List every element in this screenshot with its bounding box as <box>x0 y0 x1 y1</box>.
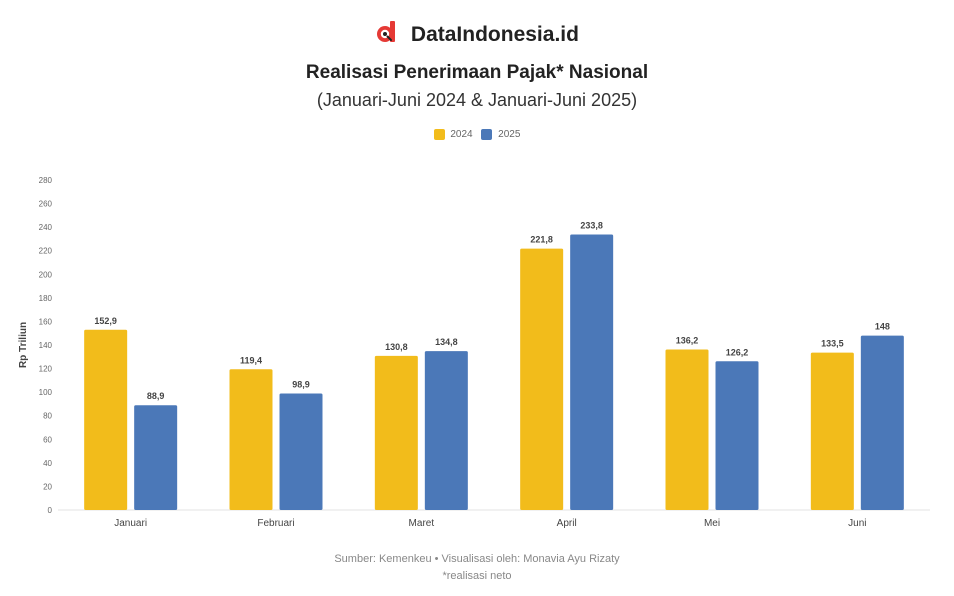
bar-2025 <box>715 361 759 510</box>
y-tick-label: 80 <box>43 412 52 421</box>
legend-swatch-2025 <box>481 129 493 140</box>
data-label-2024: 152,9 <box>94 316 117 326</box>
bar-2025 <box>424 351 468 510</box>
x-tick-label: Mei <box>704 518 720 529</box>
data-label-2025: 233,8 <box>580 220 603 230</box>
legend-label-2025: 2025 <box>498 129 521 140</box>
y-tick-label: 160 <box>39 317 53 326</box>
bars: 152,9 88,9 119,4 98,9 130,8 134,8 221,8 233,8 13… <box>84 220 904 510</box>
data-label-2025: 88,9 <box>147 391 165 401</box>
y-tick-label: 140 <box>39 341 53 350</box>
bar-2024 <box>810 352 854 510</box>
data-label-2024: 221,8 <box>530 235 553 245</box>
chart-subtitle: (Januari-Juni 2024 & Januari-Juni 2025) <box>316 90 638 110</box>
source-credit: Sumber: Kemenkeu • Visualisasi oleh: Mon… <box>334 553 620 565</box>
y-tick-label: 120 <box>39 365 53 374</box>
bar-2025 <box>570 234 614 510</box>
brand-name: DataIndonesia.id <box>410 23 579 46</box>
footnote: *realisasi neto <box>442 570 512 582</box>
bar-2024 <box>84 329 128 510</box>
data-label-2025: 134,8 <box>435 337 458 347</box>
y-tick-label: 200 <box>39 270 53 279</box>
data-label-2025: 148 <box>875 322 890 332</box>
y-tick-label: 240 <box>39 223 53 232</box>
x-tick-label: Juni <box>848 518 866 529</box>
bar-2024 <box>520 248 564 510</box>
chart-legend: 2024 2025 <box>0 129 954 140</box>
x-tick-label: Maret <box>409 518 435 529</box>
bar-2025 <box>134 405 178 510</box>
bar-2024 <box>374 355 418 510</box>
data-label-2025: 126,2 <box>726 347 749 357</box>
data-label-2024: 119,4 <box>240 355 262 365</box>
y-tick-label: 40 <box>43 459 52 468</box>
y-tick-label: 220 <box>39 247 53 256</box>
legend-item-2024: 2024 <box>433 129 473 140</box>
y-axis: 0 20 40 60 80 100 120 140 160 180 200 220 240 260 280 <box>39 176 53 515</box>
x-axis: Januari Februari Maret April Mei Juni <box>114 518 866 529</box>
data-label-2024: 136,2 <box>676 335 699 345</box>
y-tick-label: 100 <box>39 388 53 397</box>
y-axis-label: Rp Triliun <box>18 322 29 368</box>
bar-2025 <box>860 335 904 510</box>
y-tick-label: 260 <box>39 200 53 209</box>
legend-swatch-2024 <box>433 129 445 140</box>
y-tick-label: 180 <box>39 294 53 303</box>
bar-chart: 020406080100120140160180200220240260280 … <box>18 176 930 529</box>
x-tick-label: Februari <box>257 518 294 529</box>
y-tick-label: 0 <box>48 506 53 515</box>
legend-label-2024: 2024 <box>450 129 473 140</box>
y-tick-label: 20 <box>43 482 52 491</box>
chart-title: Realisasi Penerimaan Pajak* Nasional <box>305 62 649 83</box>
bar-2025 <box>279 393 323 510</box>
data-label-2024: 130,8 <box>385 342 408 352</box>
bar-2024 <box>665 349 709 510</box>
brand: DataIndonesia.id <box>0 20 954 50</box>
x-tick-label: April <box>557 518 577 529</box>
y-tick-label: 60 <box>43 435 52 444</box>
x-tick-label: Januari <box>114 518 147 529</box>
dataindonesia-logo-icon <box>375 20 397 50</box>
data-label-2024: 133,5 <box>821 339 844 349</box>
legend-item-2025: 2025 <box>481 129 520 140</box>
data-label-2025: 98,9 <box>292 379 310 389</box>
y-tick-label: 280 <box>39 176 53 185</box>
bar-2024 <box>229 369 273 510</box>
